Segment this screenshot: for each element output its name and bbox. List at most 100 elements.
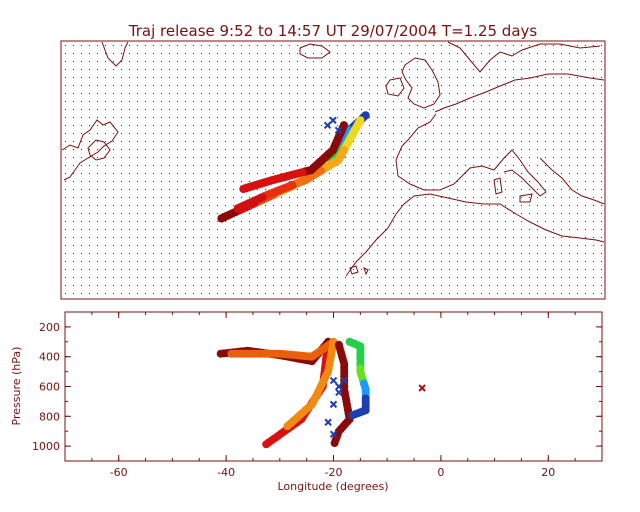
grid-dot	[161, 133, 162, 134]
grid-dot	[193, 125, 194, 126]
grid-dot	[561, 189, 562, 190]
grid-dot	[553, 157, 554, 158]
grid-dot	[457, 221, 458, 222]
grid-dot	[369, 85, 370, 86]
grid-dot	[97, 45, 98, 46]
grid-dot	[489, 61, 490, 62]
grid-dot	[329, 61, 330, 62]
grid-dot	[569, 93, 570, 94]
grid-dot	[585, 285, 586, 286]
grid-dot	[257, 269, 258, 270]
grid-dot	[601, 61, 602, 62]
grid-dot	[601, 213, 602, 214]
grid-dot	[177, 269, 178, 270]
grid-dot	[329, 269, 330, 270]
grid-dot	[185, 77, 186, 78]
grid-dot	[217, 101, 218, 102]
grid-dot	[105, 45, 106, 46]
grid-dot	[553, 253, 554, 254]
grid-dot	[561, 141, 562, 142]
grid-dot	[425, 181, 426, 182]
grid-dot	[257, 77, 258, 78]
grid-dot	[481, 77, 482, 78]
grid-dot	[345, 237, 346, 238]
grid-dot	[241, 221, 242, 222]
grid-dot	[153, 125, 154, 126]
grid-dot	[441, 117, 442, 118]
grid-dot	[209, 69, 210, 70]
grid-dot	[137, 53, 138, 54]
grid-dot	[449, 237, 450, 238]
grid-dot	[545, 85, 546, 86]
grid-dot	[273, 277, 274, 278]
grid-dot	[145, 205, 146, 206]
grid-dot	[97, 285, 98, 286]
grid-dot	[97, 85, 98, 86]
grid-dot	[385, 253, 386, 254]
grid-dot	[585, 45, 586, 46]
trajectory-point	[233, 204, 242, 213]
grid-dot	[369, 93, 370, 94]
grid-dot	[129, 117, 130, 118]
grid-dot	[369, 189, 370, 190]
grid-dot	[265, 133, 266, 134]
grid-dot	[169, 93, 170, 94]
grid-dot	[561, 285, 562, 286]
grid-dot	[113, 229, 114, 230]
grid-dot	[585, 173, 586, 174]
grid-dot	[521, 141, 522, 142]
y-tick-label: 400	[39, 351, 60, 364]
grid-dot	[257, 189, 258, 190]
grid-dot	[361, 109, 362, 110]
grid-dot	[337, 101, 338, 102]
grid-dot	[257, 261, 258, 262]
grid-dot	[121, 109, 122, 110]
grid-dot	[129, 293, 130, 294]
grid-dot	[81, 285, 82, 286]
grid-dot	[465, 237, 466, 238]
grid-dot	[385, 109, 386, 110]
grid-dot	[537, 101, 538, 102]
grid-dot	[377, 69, 378, 70]
grid-dot	[353, 149, 354, 150]
x-axis-ticks: -60 -40 -20 0 20	[64, 312, 603, 479]
grid-dot	[505, 69, 506, 70]
grid-dot	[65, 61, 66, 62]
grid-dot	[417, 165, 418, 166]
grid-dot	[377, 197, 378, 198]
grid-dot	[481, 269, 482, 270]
grid-dot	[433, 157, 434, 158]
grid-dot	[473, 77, 474, 78]
grid-dot	[481, 165, 482, 166]
grid-dot	[321, 53, 322, 54]
grid-dot	[569, 181, 570, 182]
grid-dot	[497, 85, 498, 86]
grid-dot	[177, 285, 178, 286]
grid-dot	[105, 293, 106, 294]
grid-dot	[89, 93, 90, 94]
grid-dot	[105, 197, 106, 198]
grid-dot	[89, 45, 90, 46]
grid-dot	[121, 269, 122, 270]
grid-dot	[393, 61, 394, 62]
grid-dot	[441, 293, 442, 294]
grid-dot	[297, 77, 298, 78]
grid-dot	[457, 285, 458, 286]
grid-dot	[449, 221, 450, 222]
grid-dot	[449, 197, 450, 198]
grid-dot	[513, 117, 514, 118]
grid-dot	[137, 85, 138, 86]
grid-dot	[233, 125, 234, 126]
grid-dot	[65, 101, 66, 102]
grid-dot	[321, 85, 322, 86]
grid-dot	[377, 77, 378, 78]
grid-dot	[217, 213, 218, 214]
grid-dot	[521, 229, 522, 230]
grid-dot	[273, 205, 274, 206]
grid-dot	[425, 117, 426, 118]
grid-dot	[281, 165, 282, 166]
grid-dot	[569, 53, 570, 54]
grid-dot	[513, 133, 514, 134]
grid-dot	[577, 133, 578, 134]
grid-dot	[137, 293, 138, 294]
